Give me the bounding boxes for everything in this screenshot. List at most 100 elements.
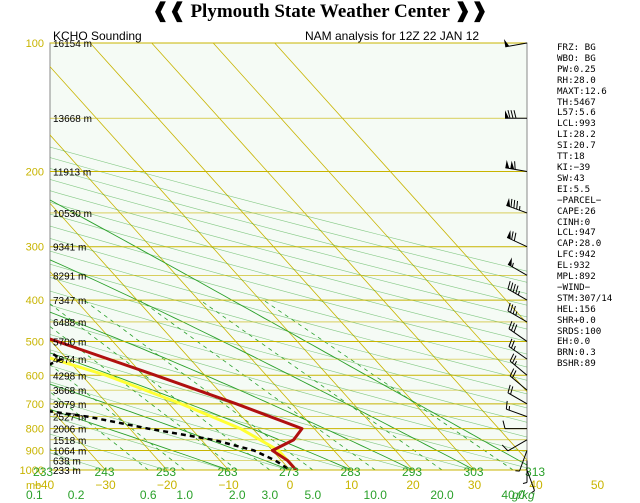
height-label: 1518 m	[53, 436, 86, 447]
wind-barb	[502, 420, 527, 430]
parcel-profile	[50, 356, 298, 470]
index-value: LFC:942	[557, 249, 596, 261]
mixing-ratio-label: 1.0	[176, 488, 193, 502]
index-value: KI:−39	[557, 161, 591, 173]
wind-barb	[501, 439, 528, 452]
height-label: 16154 m	[53, 39, 92, 50]
index-value: −PARCEL−	[557, 194, 602, 206]
temperature-profile	[50, 337, 304, 470]
mixing-ratio-label: 0.1	[26, 488, 43, 502]
theta-label: 283	[341, 465, 361, 479]
mixing-ratio-line	[263, 299, 514, 470]
profiles	[50, 337, 304, 470]
wind-barb	[507, 302, 528, 323]
mixing-ratio-line	[50, 303, 271, 470]
moist-adiabat-line	[50, 408, 229, 470]
height-label: 7347 m	[53, 296, 86, 307]
height-label: 13668 m	[53, 114, 92, 125]
theta-label: 273	[279, 465, 299, 479]
mixing-ratio-label: 5.0	[305, 488, 322, 502]
height-label: 2006 m	[53, 425, 86, 436]
mixing-ratio-label: 2.0	[229, 488, 246, 502]
analysis-label: NAM analysis for 12Z 22 JAN 12	[305, 29, 479, 43]
theta-label: 313	[525, 465, 545, 479]
theta-label: 253	[156, 465, 176, 479]
wind-barb	[505, 159, 528, 173]
index-value: CAPE:26	[557, 205, 596, 217]
isotherm-line	[212, 43, 527, 393]
temperature-tick-label: 0	[287, 478, 294, 492]
height-label: 3668 m	[53, 386, 86, 397]
index-value: MAXT:12.6	[557, 85, 607, 97]
mixing-ratio-units: g/kg	[512, 488, 535, 502]
isotherm-line	[151, 43, 527, 461]
mixing-ratio-line	[50, 326, 238, 470]
index-value: SI:20.7	[557, 140, 596, 152]
index-value: EI:5.5	[557, 183, 591, 195]
mixing-ratio-label: 40.0	[501, 488, 525, 502]
isotherm-line	[50, 66, 414, 470]
wind-barb	[507, 281, 528, 301]
mixing-ratio-line	[139, 299, 376, 470]
isotherm-line	[50, 339, 168, 470]
theta-label: 243	[95, 465, 115, 479]
pressure-tick-label: 500	[26, 336, 44, 348]
pressure-tick-label: 400	[26, 295, 44, 307]
height-label: 233 m	[53, 466, 81, 477]
index-value: FRZ: BG	[557, 42, 596, 53]
index-value: TH:5467	[557, 96, 596, 108]
plot-background	[49, 42, 528, 471]
wind-barb	[507, 384, 528, 405]
wind-barb	[506, 197, 528, 214]
pressure-tick-label: 300	[26, 242, 44, 254]
index-value: RH:28.0	[557, 74, 596, 86]
height-label: 9341 m	[53, 243, 86, 254]
wind-barb	[505, 110, 527, 119]
index-value: LI:28.2	[557, 129, 596, 141]
temperature-tick-label: 50	[591, 478, 605, 492]
right-flag-icon: ❱❱	[454, 0, 488, 22]
index-value: EL:932	[557, 260, 591, 272]
height-label: 2527 m	[53, 413, 86, 424]
isotherm-line	[50, 134, 352, 470]
moist-adiabat-line	[50, 383, 291, 470]
wind-barb	[509, 368, 528, 391]
theta-label: 263	[218, 465, 238, 479]
theta-label: 303	[464, 465, 484, 479]
height-label: 1064 m	[53, 446, 86, 457]
index-value: PW:0.25	[557, 63, 596, 75]
wind-barb	[505, 400, 528, 418]
wind-barb	[509, 353, 528, 376]
page-title: ❰❰ Plymouth State Weather Center ❱❱	[0, 0, 640, 24]
index-value: MPL:892	[557, 271, 596, 283]
index-value: STM:307/14	[557, 292, 613, 304]
mixing-ratio-line	[50, 364, 185, 470]
mixing-ratio-label: 20.0	[430, 488, 454, 502]
wind-barb	[508, 338, 528, 360]
wind-barb	[507, 257, 528, 276]
wind-barb	[506, 230, 528, 248]
theta-label: 233	[33, 465, 53, 479]
index-value: WBO: BG	[557, 52, 596, 64]
temperature-tick-label: 10	[345, 478, 359, 492]
temperature-tick-label: −30	[95, 478, 116, 492]
index-value: LCL:993	[557, 118, 596, 130]
temperature-tick-label: −40	[34, 478, 55, 492]
temperature-tick-label: 20	[406, 478, 420, 492]
wind-barb	[515, 450, 528, 472]
pressure-tick-label: 1000	[20, 465, 44, 477]
pressure-tick-label: 700	[26, 399, 44, 411]
wind-barbs	[501, 38, 535, 494]
index-value: CAP:28.0	[557, 238, 602, 250]
height-label: 6488 m	[53, 318, 86, 329]
index-value: SHR+0.0	[557, 314, 596, 326]
temperature-tick-label: −20	[157, 478, 178, 492]
height-label: 11913 m	[53, 168, 91, 179]
height-label: 5700 m	[53, 337, 86, 348]
index-value: BSHR:89	[557, 358, 596, 370]
pressure-tick-label: 600	[26, 370, 44, 382]
pressure-tick-label: 200	[26, 167, 44, 179]
height-label: 4298 m	[53, 371, 86, 382]
